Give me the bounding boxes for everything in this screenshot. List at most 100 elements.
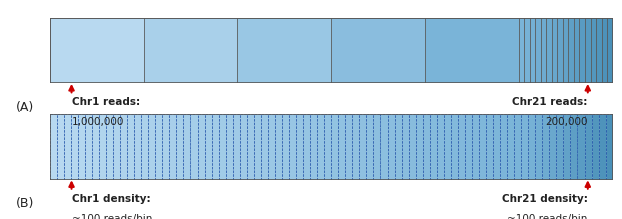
- Text: ~100 reads/bin: ~100 reads/bin: [508, 214, 588, 219]
- Bar: [177, 114, 183, 180]
- Bar: [282, 114, 289, 180]
- Bar: [106, 114, 113, 180]
- Bar: [549, 114, 557, 180]
- Bar: [156, 114, 162, 180]
- Bar: [57, 114, 64, 180]
- Bar: [226, 114, 233, 180]
- Bar: [465, 114, 472, 180]
- Bar: [472, 114, 479, 180]
- Bar: [324, 114, 331, 180]
- Bar: [541, 18, 546, 83]
- Bar: [585, 114, 592, 180]
- Bar: [569, 18, 574, 83]
- FancyArrowPatch shape: [69, 86, 74, 92]
- Bar: [317, 114, 324, 180]
- Bar: [85, 114, 92, 180]
- Bar: [144, 18, 238, 83]
- Bar: [268, 114, 275, 180]
- Bar: [238, 18, 331, 83]
- Bar: [198, 114, 205, 180]
- Bar: [366, 114, 373, 180]
- Bar: [557, 114, 564, 180]
- Bar: [352, 114, 360, 180]
- Bar: [381, 114, 388, 180]
- Bar: [536, 114, 542, 180]
- Bar: [557, 18, 563, 83]
- Bar: [524, 18, 530, 83]
- Bar: [120, 114, 127, 180]
- Text: Chr1 density:: Chr1 density:: [72, 194, 150, 204]
- Bar: [331, 18, 425, 83]
- Bar: [162, 114, 169, 180]
- Bar: [205, 114, 211, 180]
- Bar: [261, 114, 268, 180]
- Bar: [141, 114, 148, 180]
- Bar: [564, 114, 570, 180]
- Bar: [444, 114, 451, 180]
- Bar: [430, 114, 437, 180]
- Bar: [590, 18, 596, 83]
- Bar: [64, 114, 71, 180]
- Bar: [183, 114, 190, 180]
- Bar: [580, 18, 585, 83]
- Bar: [190, 114, 198, 180]
- Bar: [296, 114, 303, 180]
- Text: 1,000,000: 1,000,000: [72, 117, 124, 127]
- FancyArrowPatch shape: [585, 182, 590, 189]
- Bar: [113, 114, 120, 180]
- FancyArrowPatch shape: [69, 182, 74, 189]
- Bar: [233, 114, 239, 180]
- Bar: [596, 18, 601, 83]
- Bar: [275, 114, 282, 180]
- Bar: [592, 114, 598, 180]
- Text: Chr1 reads:: Chr1 reads:: [72, 97, 140, 108]
- Bar: [303, 114, 310, 180]
- Bar: [338, 114, 345, 180]
- Bar: [536, 18, 541, 83]
- Bar: [607, 18, 613, 83]
- Bar: [451, 114, 458, 180]
- Bar: [563, 18, 569, 83]
- Bar: [373, 114, 381, 180]
- Bar: [50, 18, 144, 83]
- Bar: [78, 114, 85, 180]
- Bar: [219, 114, 226, 180]
- Bar: [289, 114, 296, 180]
- Bar: [134, 114, 141, 180]
- Bar: [310, 114, 317, 180]
- Bar: [570, 114, 577, 180]
- Bar: [552, 18, 557, 83]
- Text: Chr21 density:: Chr21 density:: [502, 194, 588, 204]
- Bar: [507, 114, 514, 180]
- Bar: [360, 114, 366, 180]
- Bar: [425, 18, 519, 83]
- Bar: [577, 114, 585, 180]
- Bar: [437, 114, 443, 180]
- Bar: [514, 114, 521, 180]
- Bar: [500, 114, 507, 180]
- Bar: [528, 114, 536, 180]
- Bar: [458, 114, 465, 180]
- Bar: [388, 114, 394, 180]
- Bar: [211, 114, 219, 180]
- Bar: [493, 114, 500, 180]
- Bar: [247, 114, 254, 180]
- Bar: [415, 114, 423, 180]
- Bar: [92, 114, 99, 180]
- Bar: [479, 114, 486, 180]
- Bar: [50, 114, 57, 180]
- Bar: [254, 114, 261, 180]
- Bar: [169, 114, 177, 180]
- Bar: [601, 18, 607, 83]
- Bar: [409, 114, 415, 180]
- Bar: [127, 114, 134, 180]
- Bar: [585, 18, 590, 83]
- Bar: [606, 114, 613, 180]
- Bar: [331, 114, 338, 180]
- Bar: [239, 114, 247, 180]
- Text: (B): (B): [16, 197, 34, 210]
- Bar: [598, 114, 606, 180]
- Bar: [521, 114, 528, 180]
- Bar: [486, 114, 493, 180]
- Text: 200,000: 200,000: [545, 117, 588, 127]
